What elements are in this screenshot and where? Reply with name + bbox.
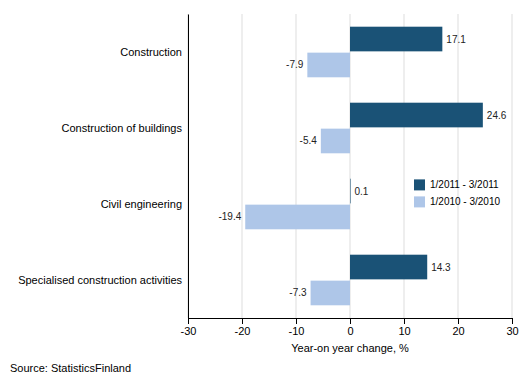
bar: [350, 103, 483, 128]
x-tick-mark: [188, 318, 189, 324]
data-label: 0.1: [355, 186, 369, 197]
y-axis-line: [188, 15, 189, 319]
chart: -30-20-100102030ConstructionConstruction…: [0, 0, 528, 380]
x-tick-mark: [296, 318, 297, 324]
bar: [307, 53, 350, 78]
x-tick: -30: [181, 318, 197, 337]
bar: [350, 27, 442, 52]
legend: 1/2011 - 3/2011 1/2010 - 3/2010: [414, 179, 500, 207]
x-axis: -30 -20 -10 0 10 20 30: [181, 318, 519, 337]
bar: [350, 255, 427, 280]
grid: [188, 14, 512, 318]
data-label: -19.4: [218, 211, 241, 222]
plot: -30-20-100102030ConstructionConstruction…: [18, 14, 518, 354]
legend-swatch: [414, 196, 425, 207]
grid-line: [512, 14, 513, 318]
legend-label: 1/2010 - 3/2010: [430, 196, 500, 207]
x-tick-label: 10: [398, 325, 410, 337]
x-tick-mark: [512, 318, 513, 324]
data-label: 17.1: [446, 34, 466, 45]
y-tick: Civil engineering: [101, 198, 188, 210]
x-tick: 10: [398, 318, 410, 337]
x-tick-label: -30: [181, 325, 197, 337]
data-label: 14.3: [431, 262, 451, 273]
y-tick: Construction of buildings: [62, 122, 188, 134]
grid-line: [458, 14, 459, 318]
y-tick: Construction: [120, 46, 188, 58]
y-tick-label: Construction: [120, 46, 182, 58]
data-label: 24.6: [487, 110, 507, 121]
y-axis: Construction Construction of buildings Civ…: [18, 15, 188, 319]
data-label: -5.4: [300, 135, 318, 146]
grid-line: [242, 14, 243, 318]
x-tick-mark: [458, 318, 459, 324]
bar: [245, 205, 350, 230]
bar: [350, 179, 352, 204]
y-tick-label: Specialised construction activities: [18, 274, 182, 286]
data-label: -7.9: [286, 59, 304, 70]
legend-label: 1/2011 - 3/2011: [430, 179, 499, 190]
legend-item: 1/2011 - 3/2011: [414, 179, 499, 190]
x-tick: -20: [235, 318, 251, 337]
legend-swatch: [414, 179, 425, 190]
legend-item: 1/2010 - 3/2010: [414, 196, 500, 207]
x-tick: 0: [347, 318, 353, 337]
x-tick-mark: [404, 318, 405, 324]
data-label: -7.3: [289, 287, 307, 298]
y-tick-label: Construction of buildings: [62, 122, 183, 134]
x-tick: 30: [506, 318, 518, 337]
x-axis-line: [189, 319, 513, 325]
bar: [321, 129, 350, 154]
bar: [311, 281, 350, 306]
x-tick: 20: [452, 318, 464, 337]
x-axis-title: Year-on year change, %: [291, 342, 409, 354]
x-tick-mark: [242, 318, 243, 324]
x-tick-label: -10: [289, 325, 305, 337]
annotation: Source: StatisticsFinland: [10, 362, 131, 374]
x-tick-label: 30: [506, 325, 518, 337]
x-tick-label: -20: [235, 325, 251, 337]
x-tick-mark: [350, 318, 351, 324]
y-tick-label: Civil engineering: [101, 198, 182, 210]
y-tick: Specialised construction activities: [18, 274, 188, 286]
x-tick-label: 20: [452, 325, 464, 337]
grid-line: [188, 14, 189, 318]
x-tick: -10: [289, 318, 305, 337]
x-tick-label: 0: [347, 325, 353, 337]
bars: [245, 27, 483, 306]
data-labels: 17.1 24.6 0.1 14.3 -7.9 -5.4 -19.4 -7.3: [218, 34, 506, 299]
